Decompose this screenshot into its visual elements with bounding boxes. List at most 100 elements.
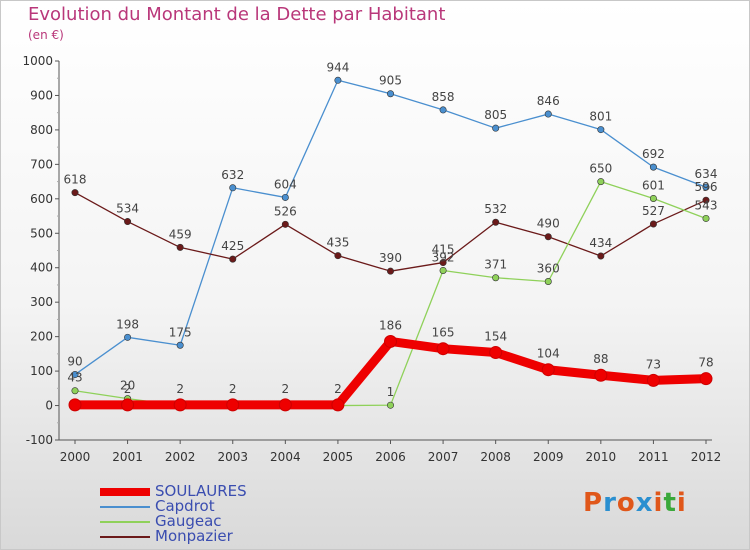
data-label-monpazier: 425 xyxy=(221,239,244,253)
data-label-monpazier: 390 xyxy=(379,251,402,265)
y-tick-label: 500 xyxy=(30,226,53,240)
legend: SOULAURES Capdrot Gaugeac Monpazier xyxy=(100,482,360,545)
data-label-monpazier: 435 xyxy=(326,236,349,250)
point-capdrot xyxy=(281,193,289,201)
data-label-capdrot: 634 xyxy=(695,167,718,181)
x-tick-label: 2007 xyxy=(428,450,459,464)
point-soulaures xyxy=(699,372,713,386)
point-monpazier xyxy=(597,252,605,260)
data-label-monpazier: 415 xyxy=(432,243,455,257)
y-tick-label: 400 xyxy=(30,261,53,275)
data-label-monpazier: 526 xyxy=(274,204,297,218)
data-label-monpazier: 618 xyxy=(64,173,87,187)
x-tick-label: 2012 xyxy=(691,450,722,464)
x-tick-label: 2009 xyxy=(533,450,564,464)
x-tick-label: 2010 xyxy=(586,450,617,464)
data-label-gaugeac: 20 xyxy=(120,379,135,393)
legend-item-gaugeac: Gaugeac xyxy=(100,512,360,530)
data-label-soulaures: 88 xyxy=(593,352,608,366)
point-gaugeac xyxy=(544,278,552,286)
point-monpazier xyxy=(124,218,132,226)
data-label-soulaures: 2 xyxy=(176,382,184,396)
point-soulaures xyxy=(121,398,135,412)
logo-letter: x xyxy=(635,488,654,518)
data-label-capdrot: 90 xyxy=(67,355,82,369)
y-tick-label: -100 xyxy=(26,433,53,447)
data-label-capdrot: 944 xyxy=(326,60,349,74)
y-tick-label: 700 xyxy=(30,157,53,171)
chart-title: Evolution du Montant de la Dette par Hab… xyxy=(28,4,446,25)
data-label-monpazier: 434 xyxy=(589,236,612,250)
point-monpazier xyxy=(544,233,552,241)
point-monpazier xyxy=(492,218,500,226)
data-label-soulaures: 186 xyxy=(379,318,402,332)
point-soulaures xyxy=(384,334,397,348)
y-tick-label: 900 xyxy=(30,88,53,102)
data-label-monpazier: 490 xyxy=(537,217,560,231)
data-label-monpazier: 596 xyxy=(695,180,718,194)
data-label-soulaures: 2 xyxy=(229,382,237,396)
point-soulaures xyxy=(68,398,82,412)
data-label-gaugeac: 543 xyxy=(695,198,718,212)
point-monpazier xyxy=(334,252,342,260)
legend-swatch xyxy=(100,521,150,523)
point-soulaures xyxy=(278,398,292,412)
x-tick-label: 2011 xyxy=(638,450,669,464)
point-capdrot xyxy=(124,333,132,341)
point-capdrot xyxy=(649,163,657,171)
point-soulaures xyxy=(594,368,608,382)
logo-letter: P xyxy=(583,488,604,518)
point-soulaures xyxy=(331,398,345,412)
data-label-monpazier: 532 xyxy=(484,202,507,216)
point-monpazier xyxy=(281,220,289,228)
x-tick-label: 2001 xyxy=(112,450,143,464)
proxiti-logo: Proxiti xyxy=(583,488,687,518)
point-gaugeac xyxy=(702,214,710,222)
data-label-soulaures: 154 xyxy=(484,329,507,343)
point-soulaures xyxy=(541,363,555,377)
point-soulaures xyxy=(489,345,503,359)
logo-letter: i xyxy=(653,488,664,518)
point-gaugeac xyxy=(649,194,657,202)
data-label-capdrot: 604 xyxy=(274,177,297,191)
data-label-capdrot: 805 xyxy=(484,108,507,122)
data-label-capdrot: 858 xyxy=(432,90,455,104)
point-capdrot xyxy=(334,76,342,84)
point-capdrot xyxy=(386,90,394,98)
logo-letter: r xyxy=(603,488,617,518)
point-gaugeac xyxy=(386,401,394,409)
point-gaugeac xyxy=(71,387,79,395)
legend-swatch xyxy=(100,536,150,538)
data-label-capdrot: 175 xyxy=(169,325,192,339)
y-tick-label: 800 xyxy=(30,123,53,137)
data-label-gaugeac: 371 xyxy=(484,258,507,272)
point-capdrot xyxy=(176,341,184,349)
point-capdrot xyxy=(71,371,79,379)
point-gaugeac xyxy=(597,178,605,186)
data-label-gaugeac: 1 xyxy=(387,385,395,399)
point-capdrot xyxy=(702,183,710,191)
x-tick-label: 2005 xyxy=(323,450,354,464)
legend-label: Monpazier xyxy=(155,527,233,545)
legend-item-capdrot: Capdrot xyxy=(100,497,360,515)
x-tick-label: 2006 xyxy=(375,450,406,464)
data-label-monpazier: 534 xyxy=(116,202,139,216)
data-label-monpazier: 527 xyxy=(642,204,665,218)
data-label-soulaures: 2 xyxy=(334,382,342,396)
legend-label: Capdrot xyxy=(155,497,215,515)
legend-item-soulaures: SOULAURES xyxy=(100,482,360,500)
data-label-capdrot: 692 xyxy=(642,147,665,161)
data-label-capdrot: 905 xyxy=(379,74,402,88)
point-monpazier xyxy=(649,220,657,228)
point-gaugeac xyxy=(439,266,447,274)
data-label-soulaures: 78 xyxy=(698,356,713,370)
point-monpazier xyxy=(386,267,394,275)
data-label-soulaures: 2 xyxy=(124,382,132,396)
x-tick-label: 2008 xyxy=(480,450,511,464)
data-label-gaugeac: 43 xyxy=(67,371,82,385)
y-tick-label: 600 xyxy=(30,192,53,206)
x-tick-label: 2004 xyxy=(270,450,301,464)
data-label-capdrot: 198 xyxy=(116,317,139,331)
